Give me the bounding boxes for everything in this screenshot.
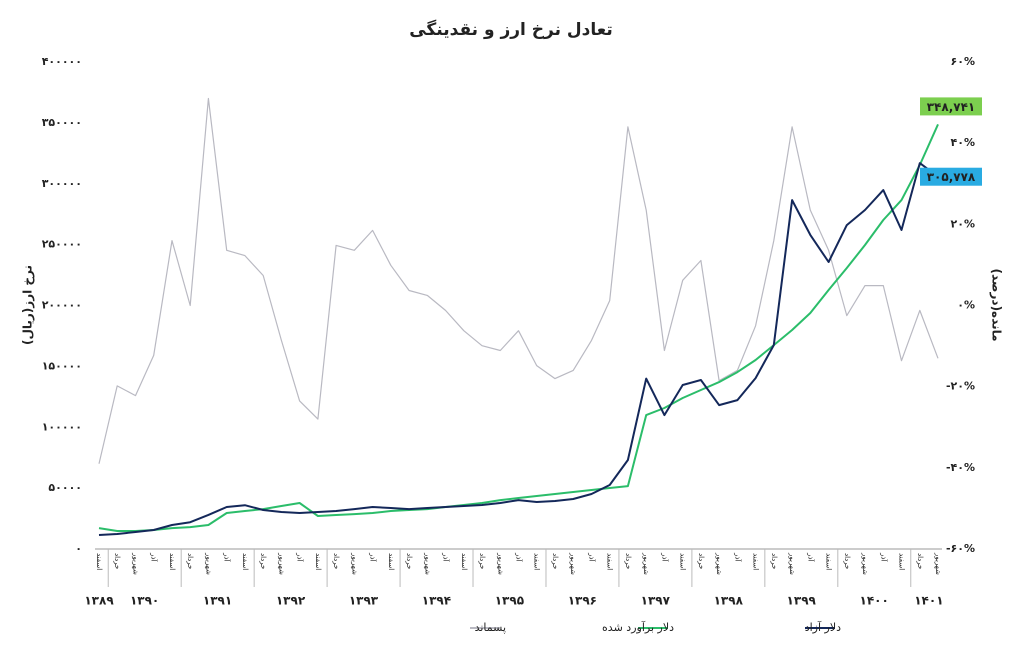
y2-tick-label: ۰%	[957, 299, 975, 312]
value-label-bg	[920, 97, 982, 116]
x-tick-label: اسفند	[606, 553, 614, 570]
x-tick-label: خرداد	[624, 553, 632, 569]
x-tick-label: آذر	[879, 552, 888, 562]
x-tick-label: شهریور	[350, 552, 358, 575]
x-tick-label: آذر	[442, 552, 451, 562]
year-label: ۱۳۹۳	[349, 594, 379, 608]
y-tick-label: ۵۰۰۰۰	[48, 481, 82, 494]
x-tick-label: شهریور	[277, 552, 285, 575]
x-tick-label: اسفند	[168, 553, 176, 570]
year-label: ۱۳۹۱	[203, 594, 232, 608]
year-label: ۱۴۰۱	[914, 594, 943, 608]
value-label: ۳۰۵,۷۷۸	[927, 170, 976, 184]
x-tick-label: شهریور	[788, 552, 796, 575]
year-label: ۱۳۹۰	[130, 594, 159, 608]
legend-label: پسماند	[475, 621, 506, 634]
x-tick-label: آذر	[806, 552, 815, 562]
x-tick-label: خرداد	[405, 553, 413, 569]
y-tick-label: ۱۰۰۰۰۰	[42, 420, 82, 433]
x-tick-label: اسفند	[533, 553, 541, 570]
x-tick-label: اسفند	[898, 553, 906, 570]
x-tick-label: شهریور	[204, 552, 212, 575]
x-tick-label: اسفند	[825, 553, 833, 570]
x-tick-label: آذر	[587, 552, 596, 562]
x-tick-label: شهریور	[642, 552, 650, 575]
x-tick-label: خرداد	[478, 553, 486, 569]
x-tick-label: خرداد	[770, 553, 778, 569]
x-tick-label: شهریور	[715, 552, 723, 575]
x-tick-label: خرداد	[843, 553, 851, 569]
y-tick-label: ۰	[75, 542, 82, 555]
x-tick-label: آذر	[733, 552, 742, 562]
y-tick-label: ۳۰۰۰۰۰	[42, 177, 82, 190]
x-tick-label: خرداد	[259, 553, 267, 569]
x-tick-label: خرداد	[697, 553, 705, 569]
x-tick-label: اسفند	[95, 553, 103, 570]
x-tick-label: اسفند	[460, 553, 468, 570]
x-tick-label: خرداد	[113, 553, 121, 569]
legend-label: دلار برآورد شده	[602, 620, 674, 634]
year-label: ۱۳۹۲	[276, 594, 306, 608]
x-tick-label: شهریور	[496, 552, 504, 575]
y2-tick-label: ۴۰%	[951, 136, 975, 149]
y2-tick-label: -۴۰%	[946, 461, 975, 474]
value-label-bg	[920, 167, 982, 186]
year-label: ۱۳۸۹	[84, 594, 114, 608]
y2-tick-label: -۶۰%	[946, 542, 975, 555]
y2-axis-label: مانده(درصد)	[990, 268, 1004, 341]
y-tick-label: ۴۰۰۰۰۰	[42, 55, 82, 68]
value-label: ۳۴۸,۷۴۱	[927, 100, 976, 114]
x-tick-label: شهریور	[569, 552, 577, 575]
x-tick-label: شهریور	[423, 552, 431, 575]
x-tick-label: آذر	[515, 552, 524, 562]
x-tick-label: شهریور	[861, 552, 869, 575]
y-tick-label: ۱۵۰۰۰۰	[42, 359, 82, 372]
x-tick-label: شهریور	[934, 552, 942, 575]
x-tick-label: خرداد	[551, 553, 559, 569]
x-tick-label: اسفند	[314, 553, 322, 570]
year-label: ۱۳۹۶	[568, 594, 597, 608]
x-tick-label: خرداد	[916, 553, 924, 569]
x-tick-label: آذر	[660, 552, 669, 562]
y-tick-label: ۲۵۰۰۰۰	[42, 238, 82, 251]
year-label: ۱۳۹۸	[714, 594, 744, 608]
x-tick-label: آذر	[223, 552, 232, 562]
x-tick-label: شهریور	[131, 552, 139, 575]
x-tick-label: آذر	[369, 552, 378, 562]
legend-label: دلار آزاد	[805, 620, 841, 634]
series-line	[98, 162, 939, 536]
x-tick-label: اسفند	[752, 553, 760, 570]
x-tick-label: آذر	[296, 552, 305, 562]
year-label: ۱۳۹۹	[787, 594, 817, 608]
y-tick-label: ۲۰۰۰۰۰	[42, 299, 82, 312]
y-axis-label: نرخ ارز(ریال)	[21, 265, 35, 345]
x-tick-label: خرداد	[186, 553, 194, 569]
y2-tick-label: -۲۰%	[946, 380, 975, 393]
y-tick-label: ۳۵۰۰۰۰	[42, 116, 82, 129]
year-label: ۱۳۹۷	[641, 594, 671, 608]
x-tick-label: خرداد	[332, 553, 340, 569]
y2-tick-label: ۶۰%	[951, 55, 975, 68]
x-tick-label: اسفند	[387, 553, 395, 570]
series-line	[98, 123, 939, 532]
year-label: ۱۳۹۵	[495, 594, 524, 608]
series-line	[98, 97, 939, 464]
year-label: ۱۴۰۰	[860, 594, 889, 608]
x-tick-label: اسفند	[241, 553, 249, 570]
chart-title: تعادل نرخ ارز و نقدینگی	[409, 19, 613, 40]
y2-tick-label: ۲۰%	[951, 217, 975, 230]
year-label: ۱۳۹۴	[422, 594, 451, 608]
x-tick-label: آذر	[150, 552, 159, 562]
x-tick-label: اسفند	[679, 553, 687, 570]
